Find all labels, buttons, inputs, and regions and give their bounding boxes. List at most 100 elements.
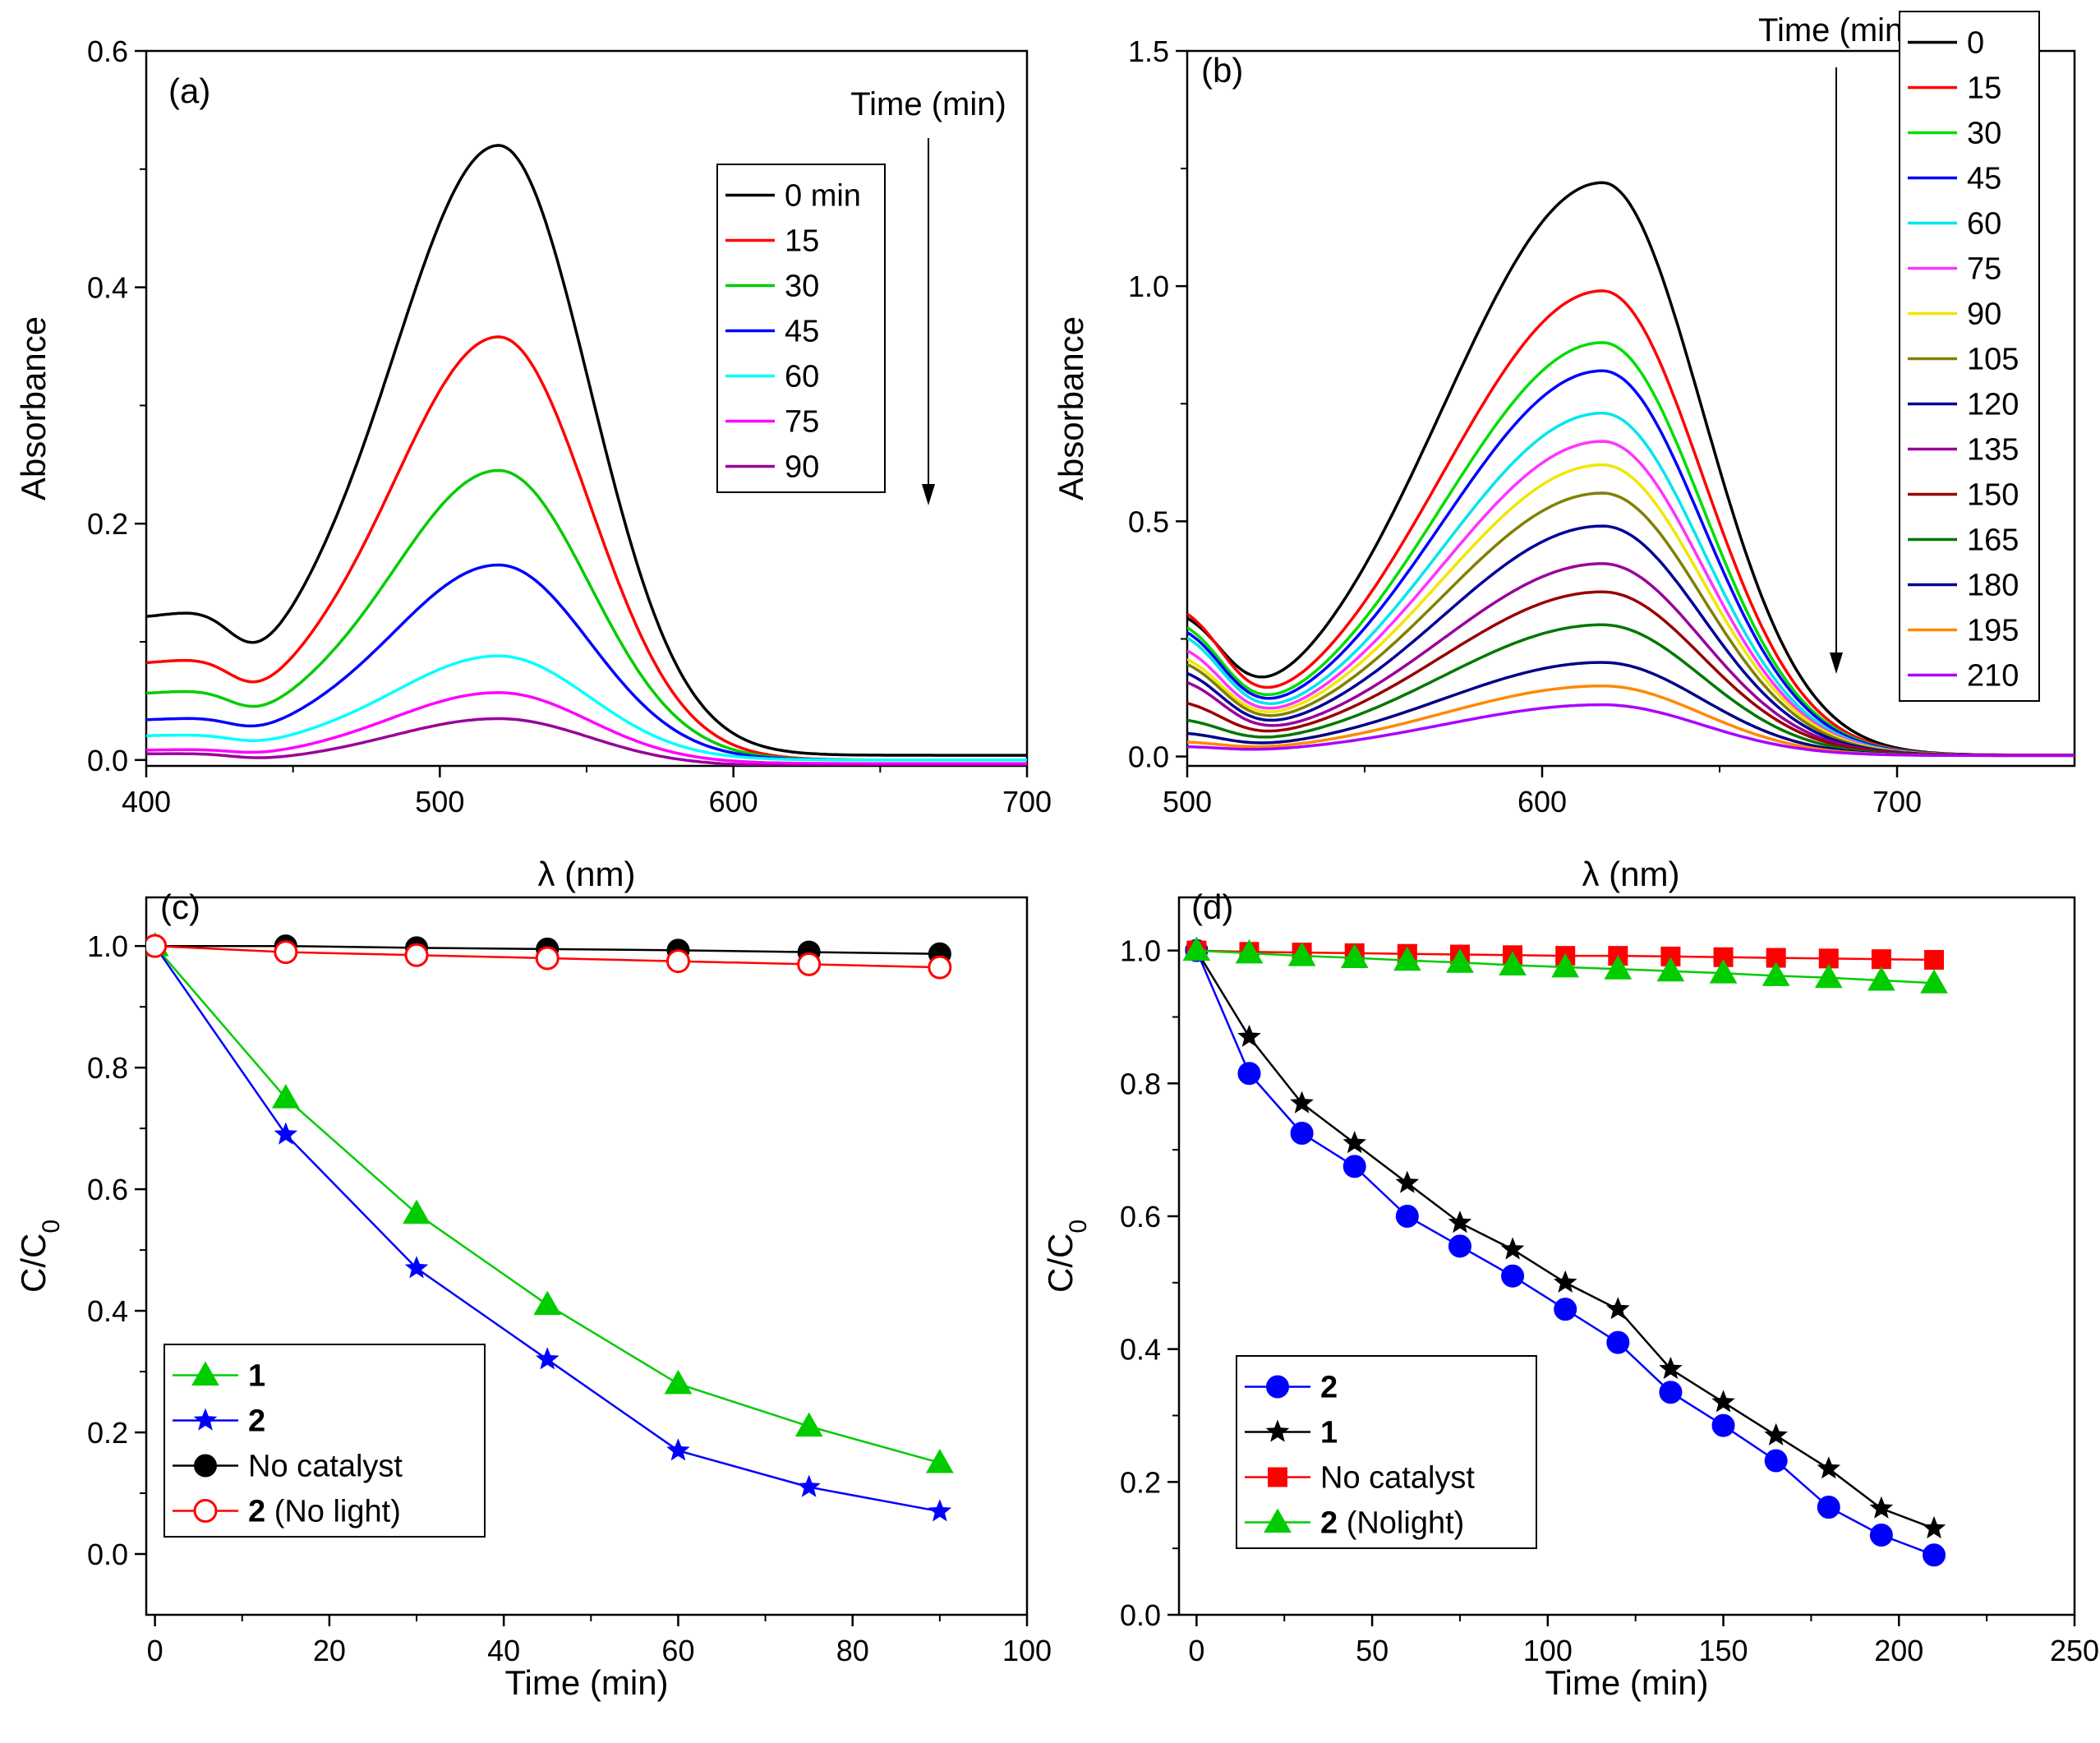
data-point <box>1606 1297 1630 1320</box>
x-tick-label: 150 <box>1699 1634 1748 1667</box>
data-point <box>1446 948 1474 973</box>
y-tick-label: 0.0 <box>87 1538 128 1571</box>
legend-box <box>163 1344 486 1538</box>
x-axis-label: λ (nm) <box>538 855 636 893</box>
legend-label: 15 <box>785 224 819 259</box>
data-point <box>925 1449 954 1473</box>
x-tick-label: 600 <box>709 785 758 818</box>
chart-panel-a: 400 500 600 700 0.0 0.2 0.4 0.6 λ (nm) Absorbance… <box>14 35 1052 893</box>
data-point <box>666 1438 690 1461</box>
y-tick-label: 0.0 <box>1128 740 1169 774</box>
chart-panel-c: 0 20 40 60 80 100 0.0 0.2 0.4 0.6 0.8 1.0 Time (min)… <box>14 888 1052 1702</box>
legend-label: No catalyst <box>1320 1461 1475 1496</box>
data-point <box>1814 963 1843 989</box>
spectrum-line-60 <box>146 654 1027 762</box>
y-tick-label: 0.4 <box>87 271 128 305</box>
y-tick-label: 1.5 <box>1128 35 1169 68</box>
data-point <box>1290 1121 1314 1145</box>
legend-marker <box>193 1408 218 1431</box>
data-point <box>1551 952 1580 978</box>
legend-label: 60 <box>785 360 819 394</box>
x-tick-label: 100 <box>1523 1634 1573 1667</box>
legend-label: 165 <box>1967 523 2019 558</box>
y-tick-label: 0.0 <box>1120 1598 1161 1632</box>
data-point <box>665 949 690 974</box>
panel-label: (a) <box>168 71 210 110</box>
y-axis-label: Absorbance <box>1052 316 1090 500</box>
legend-marker <box>194 1454 217 1478</box>
legend-label: 120 <box>1967 388 2019 422</box>
y-tick-label: 0.2 <box>87 507 128 541</box>
spectrum-line-45 <box>146 563 1027 762</box>
data-point <box>403 1199 431 1224</box>
x-tick-label: 60 <box>661 1634 694 1667</box>
data-point <box>1395 1170 1420 1193</box>
data-point <box>1237 1024 1261 1047</box>
data-point <box>1869 1524 1893 1547</box>
x-tick-label: 40 <box>487 1634 520 1667</box>
y-tick-label: 0.4 <box>87 1294 128 1328</box>
y-tick-label: 0.2 <box>1120 1465 1161 1499</box>
y-tick-label: 0.4 <box>1120 1333 1161 1367</box>
data-point <box>271 1084 300 1109</box>
x-axis-label: Time (min) <box>1545 1663 1708 1702</box>
data-point <box>1604 955 1633 980</box>
y-tick-label: 0.0 <box>87 744 128 777</box>
legend-label: 90 <box>785 450 819 485</box>
legend-label: 90 <box>1967 297 2001 332</box>
data-point <box>1709 959 1738 984</box>
legend-marker <box>1264 1508 1292 1533</box>
data-point <box>1869 1496 1894 1519</box>
data-point <box>1448 1210 1472 1233</box>
y-tick-label: 1.0 <box>1120 934 1161 968</box>
data-point <box>664 1369 693 1395</box>
data-point <box>146 934 168 958</box>
data-point <box>1764 1423 1788 1446</box>
x-tick-label: 20 <box>313 1634 346 1667</box>
y-tick-label: 0.8 <box>87 1051 128 1085</box>
x-tick-label: 0 <box>147 1634 163 1667</box>
legend-label: 30 <box>1967 117 2001 151</box>
data-point <box>928 1499 952 1522</box>
data-point <box>794 1412 823 1437</box>
y-axis-label: C/C0 <box>14 1220 65 1293</box>
data-point <box>1871 949 1891 970</box>
y-tick-label: 0.8 <box>1120 1067 1161 1100</box>
legend-label: 1 <box>248 1359 265 1394</box>
legend-label: 210 <box>1967 659 2019 694</box>
data-point <box>1762 961 1790 986</box>
spectrum-line-30 <box>146 468 1027 762</box>
panel-label: (b) <box>1201 51 1243 90</box>
data-point <box>1290 1091 1314 1114</box>
legend-label: 45 <box>785 315 819 349</box>
legend-label: 2 (No light) <box>248 1495 401 1529</box>
data-point <box>404 1256 429 1279</box>
spectrum-line-0-min <box>146 144 1027 757</box>
legend: 2 1 No catalyst 2 (Nolight) <box>1236 1355 1537 1549</box>
plot-area <box>146 932 954 1522</box>
data-point <box>404 943 429 967</box>
plot-area <box>146 144 1027 766</box>
x-tick-label: 250 <box>2050 1634 2099 1667</box>
data-point <box>1501 1264 1525 1288</box>
legend-label: 1 <box>1320 1416 1338 1450</box>
data-point <box>1342 1155 1366 1178</box>
data-point <box>1817 1496 1840 1519</box>
chart-panel-d: 0 50 100 150 200 250 0.0 0.2 0.4 0.6 0.8 1.0 Time (m… <box>1041 888 2099 1702</box>
legend-label: 45 <box>1967 162 2001 196</box>
plot-frame <box>1177 896 2076 1616</box>
legend-box <box>716 164 886 493</box>
spectrum-line-210 <box>1187 703 2075 758</box>
plot-area <box>1187 181 2075 758</box>
legend-marker <box>1266 1375 1289 1399</box>
legend-label: 60 <box>1967 207 2001 242</box>
legend-label: 2 (Nolight) <box>1320 1506 1464 1541</box>
legend-label: 30 <box>785 270 819 304</box>
data-point <box>1764 1449 1788 1473</box>
x-tick-label: 700 <box>1002 785 1052 818</box>
legend: 0 min 15 30 45 60 75 90 <box>716 164 886 493</box>
legend-marker <box>193 1499 218 1523</box>
data-point <box>928 955 952 980</box>
y-axis-label: C/C0 <box>1041 1220 1092 1293</box>
